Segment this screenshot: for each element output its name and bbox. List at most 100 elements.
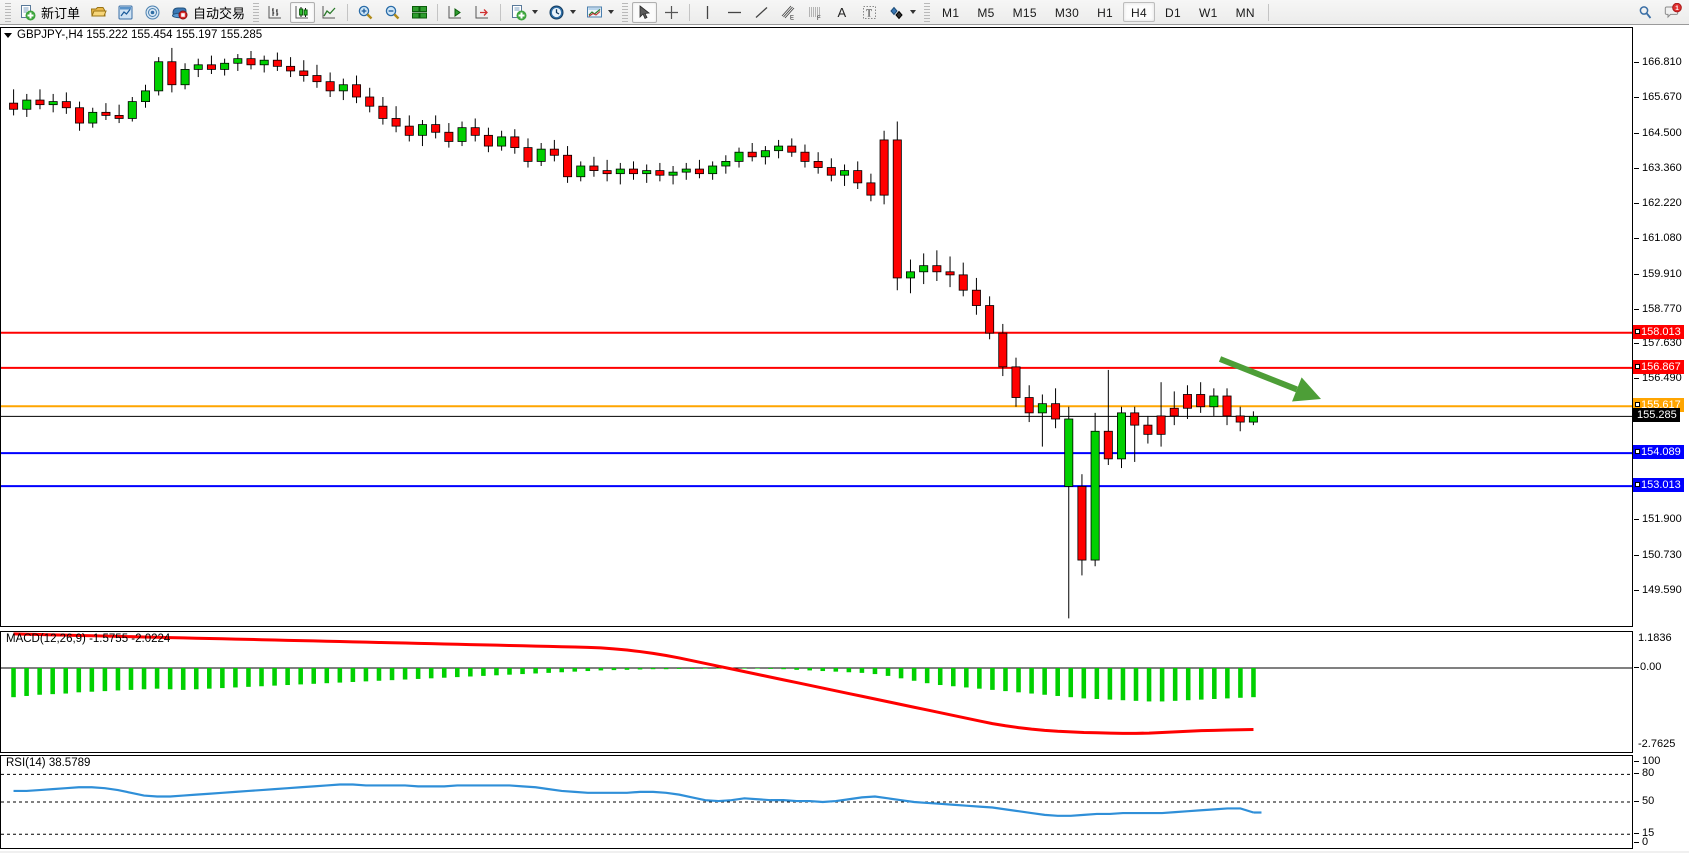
tile-windows-button[interactable] [407,2,432,23]
rsi-chart-canvas[interactable] [1,756,1632,848]
candle-body [1037,403,1047,414]
timeframe-h4[interactable]: H4 [1123,2,1155,22]
candle-body [1156,415,1166,435]
cursor-button[interactable] [632,1,658,23]
price-tag-support[interactable]: 154.089 [1633,445,1684,460]
candle-body [668,171,678,176]
timeframe-m15[interactable]: M15 [1012,6,1037,20]
candle-body [483,134,493,147]
candle-body [971,289,981,306]
candle-body [75,107,85,124]
horizontal-line-button[interactable] [722,2,747,23]
price-axis-label: 161.080 [1642,231,1682,244]
level-handle-icon[interactable] [1635,328,1640,334]
level-handle-icon[interactable] [1635,363,1640,369]
market-watch-button[interactable] [113,2,138,23]
price-pane[interactable] [0,27,1633,627]
objects-button[interactable] [884,2,920,23]
notification-icon: 1 [1664,3,1682,19]
rsi-axis[interactable]: 100 80 50 15 0 [1633,755,1689,849]
price-chart-canvas[interactable] [1,28,1632,626]
candle-body [523,147,533,162]
candle-body [1130,412,1140,426]
price-tag-resistance[interactable]: 158.013 [1633,324,1684,339]
price-axis-label: 157.630 [1642,337,1682,350]
price-axis-label: 162.220 [1642,196,1682,209]
macd-pane[interactable]: MACD(12,26,9) -1.5755 -2.0224 [0,631,1633,753]
crosshair-button[interactable] [659,2,684,23]
profiles-button[interactable] [86,2,111,23]
candle-body [417,124,427,136]
navigator-button[interactable] [140,2,165,23]
price-axis[interactable]: 166.810 165.670 164.500 163.360 162.220 161.0… [1633,27,1689,627]
toolbar-grip-4[interactable] [924,2,931,22]
candle-body [88,111,98,124]
rsi-line [13,783,1254,817]
price-tag-current-price[interactable]: 155.285 [1633,408,1680,423]
periods-button[interactable] [544,2,580,23]
candle-body [193,64,203,70]
timeframe-d1[interactable]: D1 [1165,6,1181,20]
rsi-pane[interactable]: RSI(14) 38.5789 [0,755,1633,849]
rsi-axis-label: 100 [1642,755,1661,767]
zoom-in-button[interactable] [353,2,378,23]
rsi-axis-tick [1634,833,1639,835]
candle-body [378,105,388,119]
level-handle-icon[interactable] [1635,449,1640,455]
price-tag-support[interactable]: 153.013 [1633,478,1684,493]
notification-button[interactable]: 1 [1660,2,1686,23]
timeframe-m30[interactable]: M30 [1054,6,1080,20]
chevron-down-icon[interactable] [910,10,917,14]
timeframe-mn[interactable]: MN [1235,6,1255,20]
vertical-line-button[interactable] [695,2,720,23]
timeframe-m5[interactable]: M5 [977,6,995,20]
price-axis-label: 163.360 [1642,161,1682,174]
chart-area[interactable]: GBPJPY-,H4 155.222 155.454 155.197 155.2… [0,25,1689,853]
candle-body [905,271,915,279]
candle-body [61,101,71,109]
line-chart-button[interactable] [317,2,342,23]
timeframe-w1[interactable]: W1 [1198,6,1218,20]
chevron-down-icon[interactable] [532,10,539,14]
chart-menu-caret-icon[interactable] [4,32,12,38]
templates-button[interactable] [582,2,618,23]
timeframe-m1[interactable]: M1 [942,6,960,20]
autotrade-button[interactable]: 自动交易 [167,2,249,23]
toolbar-grip-2[interactable] [253,2,260,22]
equidistant-channel-button[interactable]: E [776,2,801,23]
bar-chart-button[interactable] [263,2,288,23]
price-tag-resistance[interactable]: 156.867 [1633,359,1684,374]
zoom-out-button[interactable] [380,2,405,23]
indicators-button[interactable] [506,2,542,23]
rsi-axis-tick [1634,773,1639,775]
candlestick-chart-button[interactable] [290,1,316,23]
vertical-line-icon [706,5,709,19]
down-trend-arrow[interactable] [1218,356,1298,393]
search-button[interactable] [1633,2,1658,23]
text-button[interactable]: A [830,2,855,23]
candle-body [1064,418,1074,487]
candle-body [879,139,889,196]
macd-chart-canvas[interactable] [1,632,1632,752]
level-handle-icon[interactable] [1635,482,1640,488]
fibonacci-button[interactable]: F [803,2,828,23]
timeframe-h1[interactable]: H1 [1097,6,1114,20]
auto-scroll-button[interactable] [443,2,468,23]
text-icon: A [838,5,847,20]
chevron-down-icon[interactable] [570,10,577,14]
price-axis-tick [1634,96,1639,98]
new-order-button[interactable]: 新订单 [15,2,84,23]
macd-axis[interactable]: 1.1836 0.00 -2.7625 [1633,631,1689,753]
chevron-down-icon[interactable] [608,10,615,14]
candle-body [1077,486,1087,561]
trendline-icon [755,6,768,18]
candle-body [444,131,454,142]
chart-shift-button[interactable] [470,2,495,23]
text-label-button[interactable]: T [857,2,882,23]
toolbar-grip-1[interactable] [5,2,11,22]
level-handle-icon[interactable] [1635,402,1640,408]
trendline-button[interactable] [749,2,774,23]
candle-body [985,305,995,334]
toolbar-grip-3[interactable] [622,2,629,22]
candle-body [866,182,876,196]
